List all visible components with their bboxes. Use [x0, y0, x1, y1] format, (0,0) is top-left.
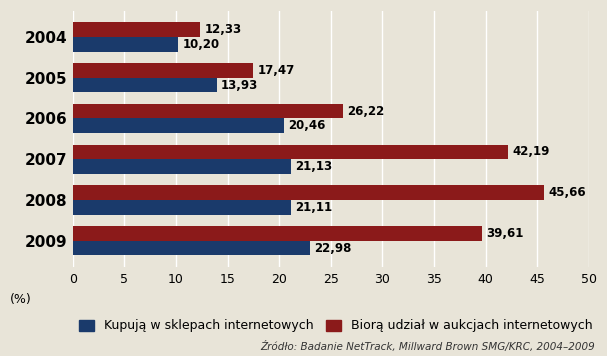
Bar: [73, 185, 544, 200]
Text: 21,13: 21,13: [295, 160, 332, 173]
Text: 20,46: 20,46: [288, 119, 325, 132]
Bar: [73, 226, 481, 241]
Text: 26,22: 26,22: [348, 105, 385, 117]
Text: (%): (%): [10, 293, 32, 306]
Text: 13,93: 13,93: [221, 79, 258, 91]
Text: 42,19: 42,19: [512, 145, 550, 158]
Text: 21,11: 21,11: [295, 201, 332, 214]
Bar: [73, 159, 291, 174]
Bar: [73, 78, 217, 93]
Text: 17,47: 17,47: [257, 64, 294, 77]
Text: 39,61: 39,61: [486, 227, 523, 240]
Text: 45,66: 45,66: [548, 186, 586, 199]
Text: Źródło: Badanie NetTrack, Millward Brown SMG/KRC, 2004–2009: Źródło: Badanie NetTrack, Millward Brown…: [260, 341, 595, 352]
Legend: Kupują w sklepach internetowych, Biorą udział w aukcjach internetowych: Kupują w sklepach internetowych, Biorą u…: [79, 319, 593, 333]
Bar: [73, 22, 200, 37]
Bar: [73, 145, 508, 159]
Bar: [73, 241, 310, 255]
Bar: [73, 200, 291, 215]
Text: 22,98: 22,98: [314, 241, 351, 255]
Text: 10,20: 10,20: [182, 38, 219, 51]
Bar: [73, 119, 284, 133]
Text: 12,33: 12,33: [204, 23, 242, 36]
Bar: [73, 63, 253, 78]
Bar: [73, 37, 178, 52]
Bar: [73, 104, 344, 119]
